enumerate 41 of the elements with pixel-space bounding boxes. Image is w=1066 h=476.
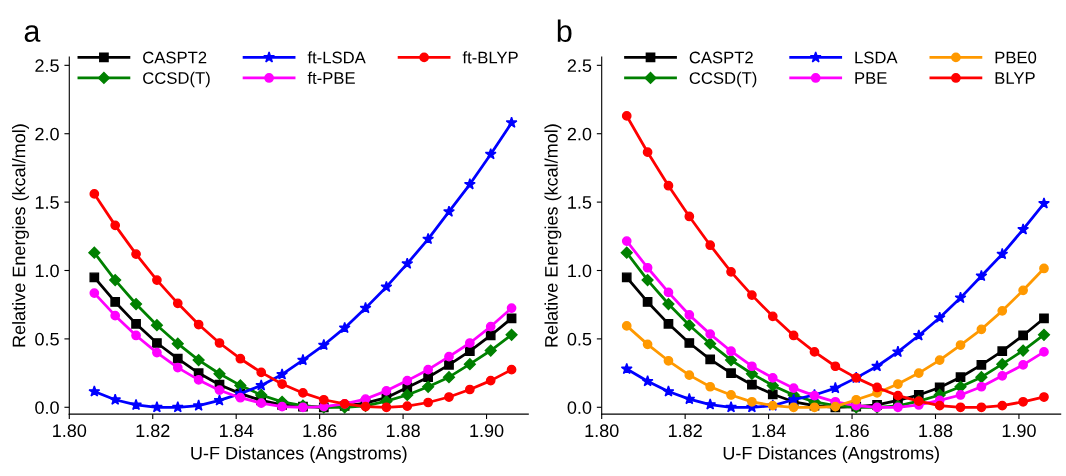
legend-label: CASPT2 [143, 51, 207, 64]
y-tick-label: 1.5 [35, 196, 59, 209]
legend-label: PBE0 [995, 51, 1037, 64]
x-tick-label: 1.86 [303, 424, 337, 438]
legend-label: BLYP [995, 72, 1035, 84]
legend-label: CCSD(T) [143, 71, 210, 88]
y-tick-label: 1.5 [568, 196, 592, 209]
y-axis-title: Relative Energies (kcal/mol) [544, 124, 562, 347]
legend-label: CCSD(T) [689, 71, 757, 88]
chart-title: a [24, 25, 41, 42]
legend-label: ft-LSDA [307, 51, 366, 64]
y-tick-label: 2.5 [567, 59, 592, 73]
legend-label: PBE [855, 72, 887, 84]
x-axis-title: U-F Distances (Angstroms) [191, 446, 407, 464]
legend-label: ft-BLYP [462, 51, 518, 64]
y-tick-label: 1.0 [568, 264, 592, 278]
y-tick-label: 2.0 [567, 127, 592, 141]
y-tick-label: 0.0 [567, 401, 592, 414]
x-tick-label: 1.80 [53, 424, 87, 438]
y-tick-label: 0.5 [567, 332, 592, 346]
y-axis-title: Relative Energies (kcal/mol) [12, 124, 29, 347]
y-tick-label: 2.5 [35, 59, 59, 73]
x-tick-label: 1.80 [585, 424, 619, 438]
x-tick-label: 1.88 [919, 424, 953, 438]
x-tick-label: 1.90 [470, 424, 504, 438]
x-tick-label: 1.88 [386, 424, 420, 438]
x-tick-label: 1.82 [136, 424, 170, 438]
chart-title: b [557, 19, 572, 42]
y-tick-label: 1.0 [35, 264, 59, 278]
legend-label: ft-PBE [307, 71, 355, 84]
y-tick-label: 2.0 [35, 127, 59, 141]
y-tick-label: 0.5 [35, 332, 59, 346]
x-tick-label: 1.84 [220, 424, 254, 438]
x-tick-label: 1.84 [752, 424, 786, 438]
x-tick-label: 1.90 [1002, 424, 1036, 438]
x-tick-label: 1.86 [835, 424, 869, 438]
x-tick-label: 1.82 [668, 424, 702, 438]
y-tick-label: 0.0 [35, 401, 59, 414]
legend-label: CASPT2 [689, 51, 753, 64]
x-axis-title: U-F Distances (Angstroms) [723, 446, 939, 464]
legend-label: LSDA [855, 51, 898, 64]
